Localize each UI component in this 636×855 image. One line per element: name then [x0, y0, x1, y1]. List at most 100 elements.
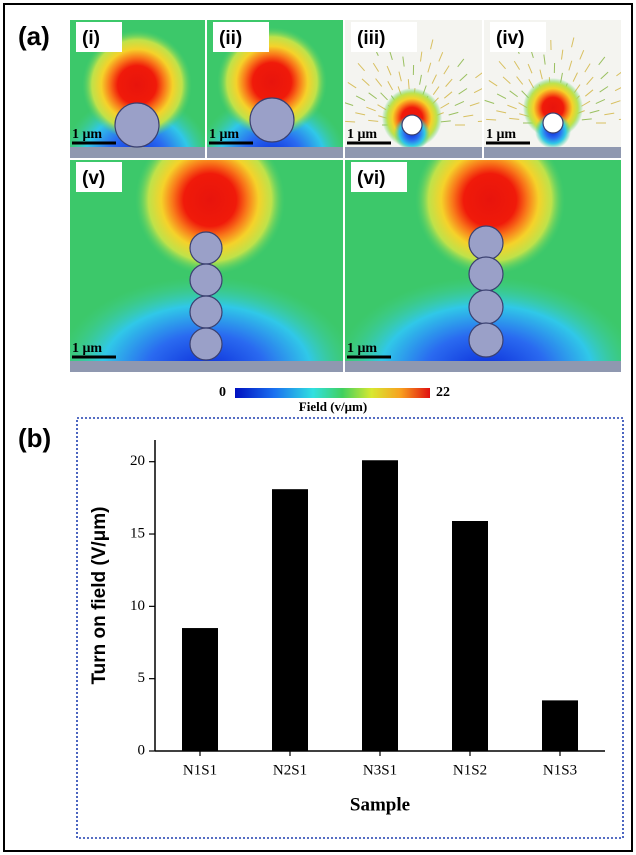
colorbar [235, 388, 430, 398]
field-vector [543, 54, 546, 65]
scale-label: 1 μm [72, 341, 102, 356]
field-vector [386, 65, 392, 76]
panel-frame [76, 417, 624, 839]
field-vector [509, 90, 518, 98]
scale-label: 1 μm [347, 127, 377, 142]
y-tick-label: 0 [138, 742, 146, 758]
x-axis-title: Sample [350, 794, 410, 815]
field-vector [496, 110, 507, 114]
simulation-image: (iv) 1 μm [484, 20, 621, 158]
field-high [217, 27, 327, 137]
field-vector [440, 120, 451, 123]
field-vector [361, 78, 370, 87]
colorbar-min: 0 [219, 385, 226, 400]
field-vector [571, 37, 575, 48]
field-vector [345, 102, 354, 107]
substrate [484, 147, 621, 158]
y-tick-label: 5 [138, 670, 146, 686]
field-vector [347, 82, 357, 89]
field-vector [586, 76, 594, 85]
field-vector [398, 71, 402, 82]
field-vector [477, 120, 482, 122]
label-bg [213, 22, 269, 52]
field-vector [419, 74, 422, 85]
field-vector [502, 76, 511, 85]
field [345, 160, 621, 372]
field-vector [614, 87, 621, 92]
field-vector [527, 63, 533, 74]
field-vector [507, 104, 517, 110]
colorbar-max: 22 [436, 385, 450, 400]
x-tick-label: N2S1 [273, 762, 307, 778]
field-vector [366, 106, 376, 112]
field-vector [498, 60, 506, 70]
nanoparticle [114, 102, 160, 148]
field-vector [539, 69, 543, 80]
bar [542, 700, 578, 751]
label-bg [490, 22, 546, 52]
field-vector [616, 71, 621, 77]
colorbar-label: Field (v/μm) [299, 399, 367, 414]
field-vector [584, 63, 591, 73]
field-vector [473, 88, 482, 94]
scale-label: 1 μm [347, 341, 377, 356]
field-vector [448, 111, 459, 116]
field-vector [438, 52, 444, 62]
label-bg [76, 22, 122, 52]
x-tick-label: N1S1 [183, 762, 217, 778]
field-vector [357, 62, 365, 72]
field-high [415, 160, 565, 275]
field-vector [496, 93, 507, 100]
image-label: (ii) [219, 28, 242, 49]
x-tick-label: N1S2 [453, 762, 487, 778]
substrate [345, 147, 482, 158]
field-vector [486, 118, 497, 121]
field-vector [445, 78, 453, 87]
nanoparticle [189, 263, 223, 297]
bar [272, 489, 308, 751]
field-vector [380, 92, 388, 101]
field-vector [488, 80, 498, 87]
nanoparticle [542, 112, 564, 134]
substrate [70, 361, 343, 372]
field-vector [432, 86, 440, 96]
image-label: (vi) [357, 168, 386, 189]
substrate [70, 147, 205, 158]
field-vector [368, 119, 379, 122]
field-vector [585, 89, 594, 97]
field-vector [589, 109, 600, 114]
field-vector [600, 71, 609, 80]
nanoparticle [468, 289, 504, 325]
field-vector [516, 76, 524, 85]
nanoparticle [189, 327, 223, 361]
nanoparticle [468, 225, 504, 261]
substrate [345, 361, 621, 372]
image-label: (iv) [496, 28, 525, 49]
simulation-image: (i) 1 μm [70, 20, 205, 158]
field-vector [375, 78, 383, 87]
field-vector [459, 73, 468, 82]
y-axis-title: Turn on field (V/μm) [89, 506, 110, 684]
scale-label: 1 μm [486, 127, 516, 142]
field-vector [355, 95, 366, 102]
field-vector [568, 60, 573, 71]
image-label: (iii) [357, 28, 386, 49]
nanoparticle [468, 256, 504, 292]
field [484, 20, 621, 158]
y-tick-label: 20 [130, 453, 145, 469]
field-vector [387, 81, 394, 91]
field-vector [443, 65, 450, 75]
scale-label: 1 μm [72, 127, 102, 142]
field-vector [444, 91, 453, 99]
field-vector [457, 58, 465, 68]
simulation-image: (iii) 1 μm [345, 20, 482, 158]
bar [362, 460, 398, 751]
simulation-image: (ii) 1 μm [207, 20, 343, 158]
field-vector [407, 79, 410, 90]
field-vector [431, 74, 437, 84]
bar [452, 521, 488, 751]
image-label: (i) [82, 28, 100, 49]
nanoparticle [189, 231, 223, 265]
nanoparticle [468, 322, 504, 358]
simulation-image: (v) 1 μm [70, 160, 343, 372]
